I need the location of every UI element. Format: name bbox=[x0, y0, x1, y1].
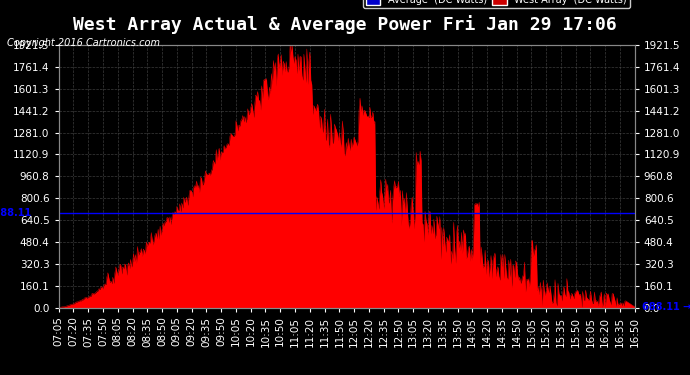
Text: ← 688.11: ← 688.11 bbox=[0, 209, 32, 219]
Text: 688.11 →: 688.11 → bbox=[642, 303, 690, 312]
Text: Copyright 2016 Cartronics.com: Copyright 2016 Cartronics.com bbox=[7, 38, 160, 48]
Legend: Average  (DC Watts), West Array  (DC Watts): Average (DC Watts), West Array (DC Watts… bbox=[363, 0, 630, 8]
Text: West Array Actual & Average Power Fri Jan 29 17:06: West Array Actual & Average Power Fri Ja… bbox=[73, 15, 617, 34]
